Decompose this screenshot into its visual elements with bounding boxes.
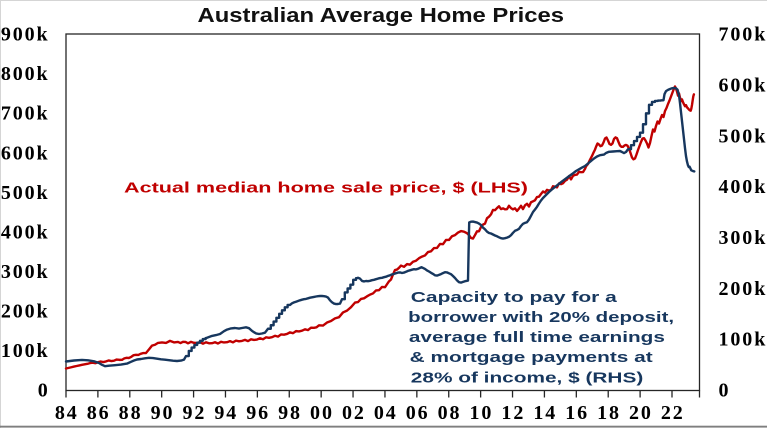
- svg-text:600k: 600k: [1, 142, 50, 164]
- svg-text:00: 00: [310, 402, 334, 424]
- svg-text:16: 16: [565, 402, 589, 424]
- svg-text:84: 84: [55, 402, 79, 424]
- svg-text:700k: 700k: [1, 103, 50, 125]
- svg-text:94: 94: [214, 402, 238, 424]
- svg-text:28% of income, $ (RHS): 28% of income, $ (RHS): [411, 369, 644, 386]
- svg-text:10: 10: [470, 402, 494, 424]
- svg-text:96: 96: [246, 402, 270, 424]
- svg-text:0: 0: [719, 380, 731, 402]
- svg-text:borrower with 20% deposit,: borrower with 20% deposit,: [408, 309, 674, 326]
- svg-text:Capacity to pay for a: Capacity to pay for a: [411, 289, 618, 306]
- svg-text:100k: 100k: [719, 329, 767, 351]
- svg-text:20: 20: [629, 402, 653, 424]
- svg-text:22: 22: [661, 402, 685, 424]
- svg-text:100k: 100k: [1, 340, 50, 362]
- svg-text:900k: 900k: [1, 24, 50, 46]
- svg-text:average full time earnings: average full time earnings: [409, 329, 665, 346]
- svg-text:600k: 600k: [719, 75, 767, 97]
- svg-text:200k: 200k: [1, 301, 50, 323]
- svg-text:0: 0: [38, 380, 50, 402]
- svg-text:12: 12: [501, 402, 525, 424]
- svg-text:08: 08: [438, 402, 462, 424]
- svg-text:04: 04: [374, 402, 398, 424]
- svg-text:90: 90: [151, 402, 175, 424]
- svg-text:Actual median home sale price,: Actual median home sale price, $ (LHS): [124, 180, 528, 197]
- svg-text:800k: 800k: [1, 63, 50, 85]
- svg-text:300k: 300k: [1, 261, 50, 283]
- svg-text:& mortgage payments at: & mortgage payments at: [410, 349, 653, 366]
- svg-text:500k: 500k: [1, 182, 50, 204]
- svg-text:06: 06: [406, 402, 430, 424]
- svg-text:500k: 500k: [719, 125, 767, 147]
- svg-text:88: 88: [119, 402, 143, 424]
- svg-text:98: 98: [278, 402, 302, 424]
- svg-text:300k: 300k: [719, 227, 767, 249]
- svg-text:400k: 400k: [1, 221, 50, 243]
- svg-text:92: 92: [182, 402, 206, 424]
- svg-text:14: 14: [533, 402, 557, 424]
- svg-text:400k: 400k: [719, 176, 767, 198]
- svg-text:18: 18: [597, 402, 621, 424]
- svg-text:02: 02: [342, 402, 366, 424]
- svg-text:700k: 700k: [719, 24, 767, 46]
- svg-text:200k: 200k: [719, 278, 767, 300]
- svg-text:86: 86: [87, 402, 111, 424]
- svg-text:Australian Average Home Prices: Australian Average Home Prices: [198, 5, 565, 27]
